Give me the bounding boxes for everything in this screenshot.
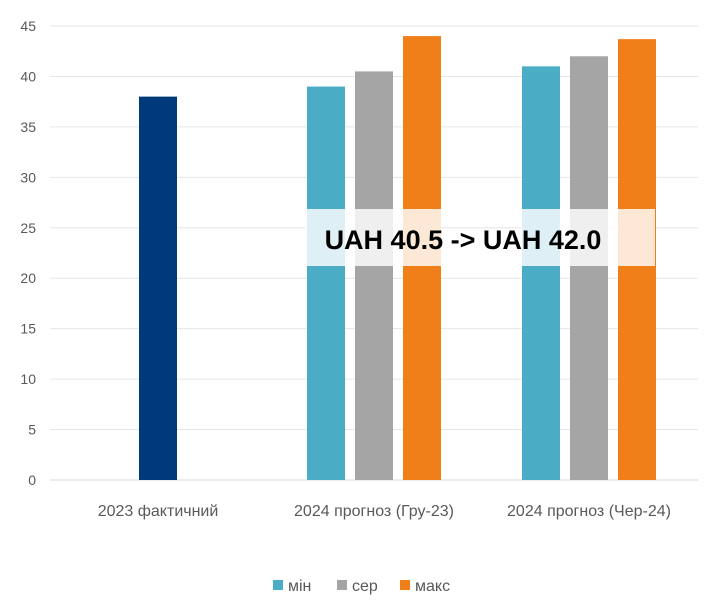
annotation-band-1 xyxy=(521,209,655,266)
y-tick-label: 45 xyxy=(20,18,36,34)
y-tick-label: 25 xyxy=(20,220,36,236)
legend-label: макс xyxy=(415,578,450,595)
y-tick-label: 0 xyxy=(28,472,36,488)
y-axis-ticks: 0 5 10 15 20 25 30 35 40 45 xyxy=(20,18,36,488)
annotation-band-0 xyxy=(305,209,442,266)
legend-swatch-макс xyxy=(400,580,410,590)
y-tick-label: 40 xyxy=(20,68,36,84)
x-tick-label: 2024 прогноз (Гру-23) xyxy=(294,503,454,520)
y-tick-label: 15 xyxy=(20,321,36,337)
bar-сер-2 xyxy=(570,56,608,481)
bar-мін-2 xyxy=(522,66,560,480)
y-tick-label: 20 xyxy=(20,270,36,286)
y-tick-label: 10 xyxy=(20,371,36,387)
legend-label: сер xyxy=(352,578,378,595)
bar-сер-1 xyxy=(355,71,393,481)
y-tick-label: 5 xyxy=(28,422,36,438)
x-tick-label: 2024 прогноз (Чер-24) xyxy=(507,503,671,520)
y-tick-label: 35 xyxy=(20,119,36,135)
annotation-text: UAH 40.5 -> UAH 42.0 xyxy=(325,225,602,255)
x-axis-ticks: 2023 фактичний 2024 прогноз (Гру-23) 2024 … xyxy=(98,503,671,520)
legend-swatch-мін xyxy=(273,580,283,590)
bar-мін-1 xyxy=(307,86,345,481)
bar-2023-actual xyxy=(139,96,177,480)
annotation-overlay: UAH 40.5 -> UAH 42.0 xyxy=(305,209,655,266)
legend-swatch-сер xyxy=(337,580,347,590)
legend: мін сер макс xyxy=(273,578,450,595)
legend-label: мін xyxy=(288,578,311,595)
y-tick-label: 30 xyxy=(20,169,36,185)
x-tick-label: 2023 фактичний xyxy=(98,503,219,520)
